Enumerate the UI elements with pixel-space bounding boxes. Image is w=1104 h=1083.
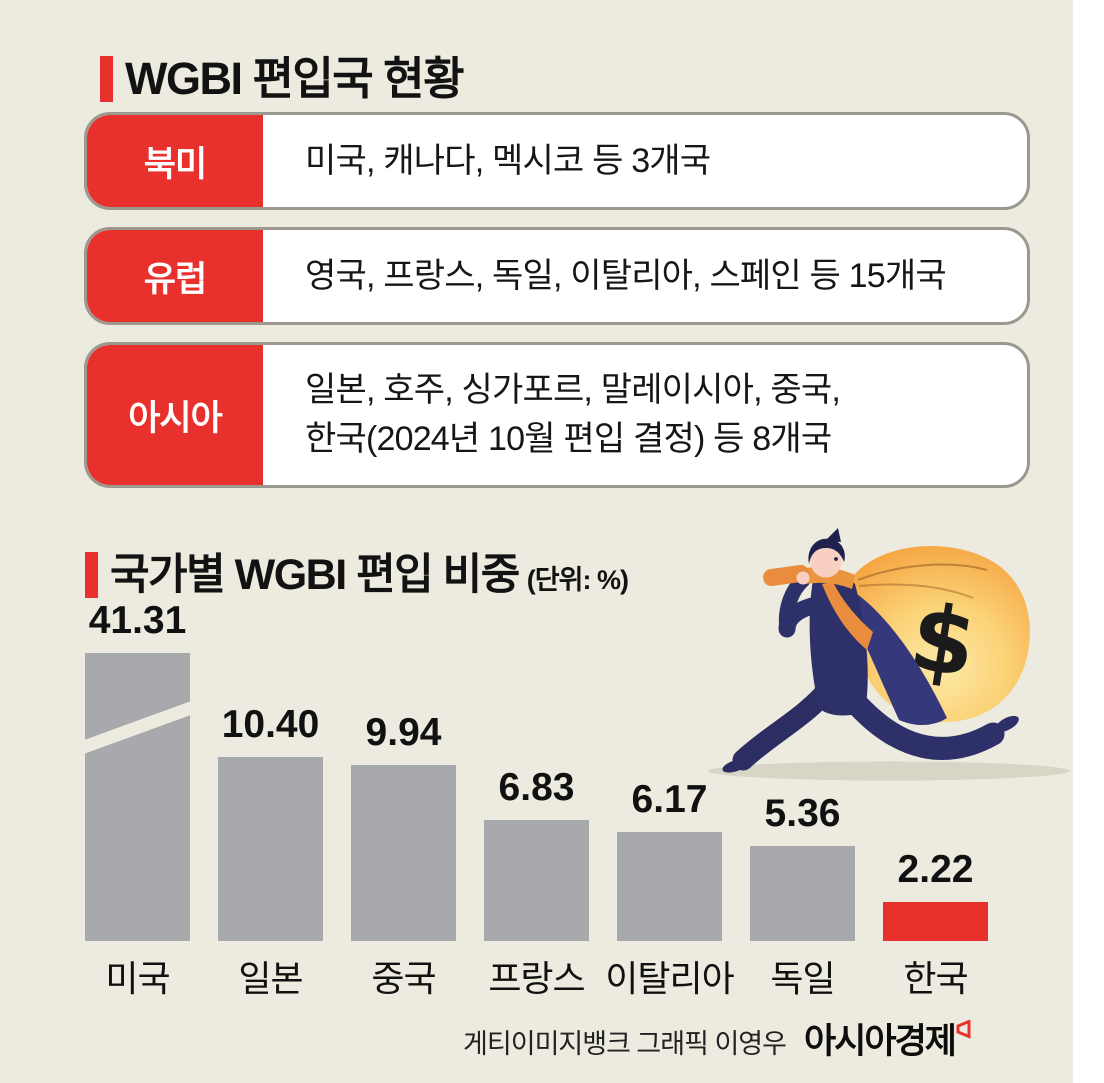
bar-value-label: 41.31 (88, 599, 187, 642)
bar-group: 2.22 한국 (883, 848, 988, 999)
red-bar-marker-icon (85, 552, 98, 598)
bar (85, 653, 190, 941)
bar-value-label: 2.22 (897, 848, 974, 891)
knot-swirl (848, 549, 856, 570)
region-countries: 영국, 프랑스, 독일, 이탈리아, 스페인 등 15개국 (305, 256, 947, 295)
image-credit: 게티이미지뱅크 그래픽 이영우 (463, 1029, 787, 1059)
bar (617, 832, 722, 941)
bar-group: 5.36 독일 (750, 792, 855, 999)
section2-title-row: 국가별 WGBI 편입 비중 (단위: %) (85, 549, 629, 601)
bar-value-label: 6.83 (498, 766, 575, 809)
bar (883, 902, 988, 941)
bar-value-label: 5.36 (764, 792, 841, 835)
region-countries: 일본, 호주, 싱가포르, 말레이시아, 중국, 한국(2024년 10월 편입 … (305, 371, 841, 458)
region-label: 아시아 (87, 345, 263, 485)
eye (834, 557, 838, 561)
bar (218, 757, 323, 941)
businessman-money-bag-illustration: $ (708, 528, 1070, 781)
bar-value-label: 6.17 (631, 778, 708, 821)
back-shoe (722, 759, 748, 773)
hair (808, 538, 845, 564)
tie (822, 582, 873, 650)
bar-category-label: 프랑스 (488, 958, 585, 999)
bar-chart: 41.31 미국 10.40 일본 9.94 중국 6.83 프랑스 6.17 이탈리아 5.36 독… (0, 595, 1073, 999)
bar-value-label: 9.94 (365, 711, 442, 754)
bar-category-label: 이탈리아 (605, 958, 734, 999)
head (810, 546, 842, 578)
front-leg (843, 690, 1005, 760)
bar-category-label: 한국 (903, 958, 968, 999)
bar-category-label: 미국 (105, 958, 170, 999)
red-bar-marker-icon (100, 56, 113, 102)
bar-value-label: 10.40 (221, 703, 320, 746)
credits-row: 게티이미지뱅크 그래픽 이영우 아시아경제 (463, 1013, 971, 1064)
region-card: 유럽 영국, 프랑스, 독일, 이탈리아, 스페인 등 15개국 (84, 227, 1030, 325)
region-label: 북미 (87, 115, 263, 207)
publisher-flag-icon (956, 1020, 971, 1039)
bar-group: 9.94 중국 (351, 711, 456, 999)
hand (796, 571, 810, 585)
section1-title: WGBI 편입국 현황 (125, 53, 464, 104)
bar-category-label: 중국 (371, 958, 436, 999)
region-card: 북미 미국, 캐나다, 멕시코 등 3개국 (84, 112, 1030, 210)
back-leg (732, 684, 834, 771)
bar-category-label: 일본 (238, 958, 303, 999)
bag-crease (857, 563, 988, 581)
publisher-logo: 아시아경제 (803, 1022, 957, 1061)
bar (351, 765, 456, 941)
section2-title: 국가별 WGBI 편입 비중 (110, 551, 520, 599)
bar-group: 6.83 프랑스 (484, 766, 589, 999)
bar (750, 846, 855, 941)
shadow-ellipse (708, 761, 1070, 781)
hair-quiff (825, 528, 841, 542)
bar (484, 820, 589, 941)
front-shoe (995, 715, 1019, 733)
chart-unit-label: (단위: %) (526, 565, 629, 595)
region-card: 아시아 일본, 호주, 싱가포르, 말레이시아, 중국, 한국(2024년 10월 … (84, 342, 1030, 488)
bar-group: 10.40 일본 (218, 703, 323, 999)
bag-crease (858, 583, 974, 599)
region-countries: 미국, 캐나다, 멕시코 등 3개국 (305, 141, 711, 180)
coat-flap (838, 586, 947, 726)
bar-category-label: 독일 (770, 958, 835, 999)
bar-group: 41.31 미국 (85, 599, 190, 999)
bar-group: 6.17 이탈리아 (605, 778, 734, 999)
section1-title-row: WGBI 편입국 현황 (100, 53, 464, 105)
region-label: 유럽 (87, 230, 263, 322)
